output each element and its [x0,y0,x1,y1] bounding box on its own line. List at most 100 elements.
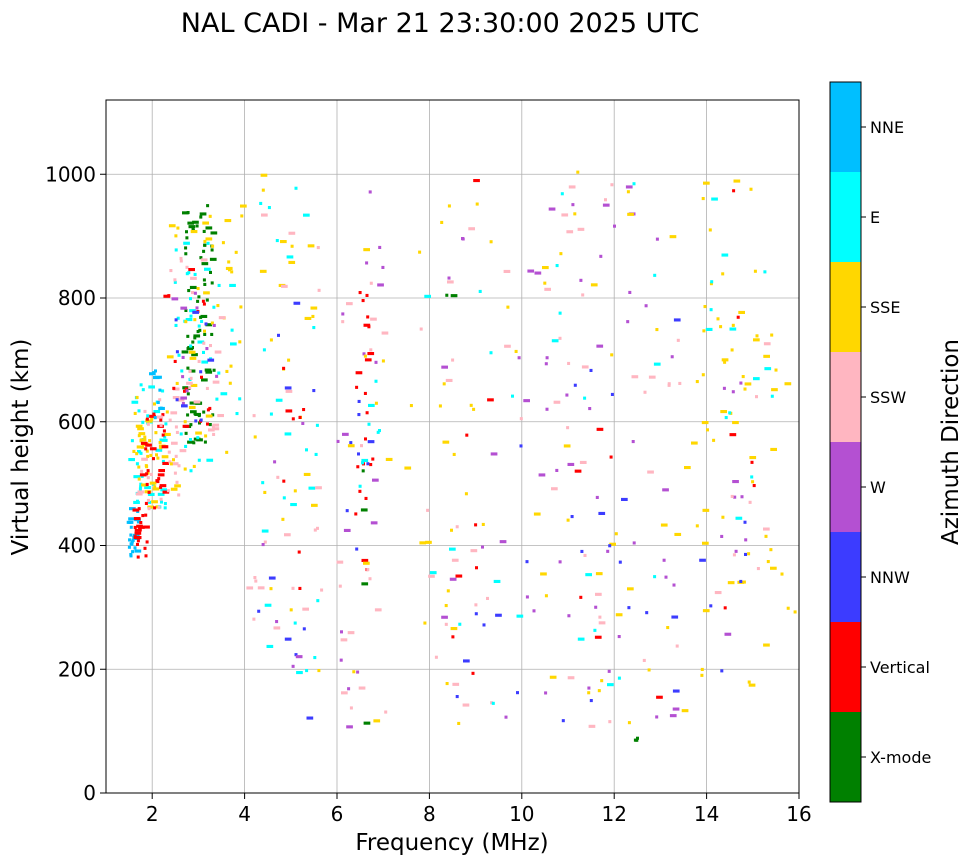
data-point-e [164,422,168,426]
data-point-x-mode [189,285,197,289]
data-point-sse [159,446,163,450]
data-point-e [763,270,767,274]
data-point-e [308,486,316,490]
data-point-w [613,224,616,228]
data-point-w [606,549,610,553]
data-point-vertical [302,408,306,412]
data-point-sse [749,187,753,191]
data-point-e [128,458,135,462]
data-point-vertical [146,469,150,473]
data-point-w [544,691,548,695]
data-point-e [294,186,298,190]
data-point-w [545,356,549,360]
data-point-e [315,423,319,427]
data-point-ssw [313,528,317,532]
data-point-w [291,664,295,668]
data-point-vertical [167,294,171,298]
data-point-ssw [177,464,181,468]
data-point-w [336,439,340,443]
data-point-ssw [140,469,144,473]
data-point-w [185,389,189,393]
data-point-w [626,320,630,324]
data-point-sse [533,512,541,516]
data-point-sse [506,305,510,309]
data-point-sse [727,581,735,585]
data-point-sse [543,281,547,285]
data-point-e [235,412,239,416]
data-point-sse [203,329,206,333]
data-point-x-mode [195,224,199,228]
data-point-e [155,448,163,452]
data-point-sse [712,438,716,442]
data-point-sse [770,333,774,337]
data-point-sse [544,594,548,598]
data-point-sse [563,444,571,448]
data-point-nnw [610,392,614,396]
data-point-e [261,529,269,533]
data-point-sse [172,458,175,462]
data-point-ssw [595,592,602,596]
data-point-e [491,701,495,705]
data-point-x-mode [203,440,207,444]
data-point-ssw [583,553,587,557]
data-point-x-mode [192,220,199,224]
data-point-ssw [426,508,430,512]
data-point-e [275,239,279,243]
data-point-sse [446,589,450,593]
data-point-nnw [175,398,179,402]
data-point-e [728,411,732,415]
data-point-w [180,396,187,400]
data-point-e [764,367,772,371]
data-point-e [148,500,152,504]
data-point-ssw [173,471,177,475]
data-point-w [558,560,562,564]
data-point-nne [156,400,160,404]
data-point-nnw [181,404,188,408]
x-tick-label: 10 [509,802,534,826]
data-point-e [200,319,204,323]
data-point-w [441,365,448,369]
data-point-w [565,393,569,397]
data-point-vertical [201,299,205,303]
data-point-e [179,432,183,436]
data-point-ssw [374,608,382,612]
data-point-nnw [366,462,370,466]
data-point-ssw [347,631,355,635]
data-point-sse [151,500,158,504]
data-point-ssw [169,269,173,273]
data-point-w [504,715,508,719]
data-point-w [362,352,366,356]
data-point-ssw [566,230,574,234]
data-point-w [602,203,610,207]
data-point-sse [203,239,207,243]
data-point-sse [227,260,231,264]
data-point-w [731,390,735,394]
data-point-nne [128,517,135,521]
data-point-sse [576,170,580,174]
data-point-nnw [709,604,713,608]
data-point-nnw [589,699,593,703]
data-point-sse [409,404,413,408]
data-point-ssw [146,476,150,480]
data-point-sse [695,380,699,384]
data-point-e [750,475,754,479]
data-point-ssw [285,389,293,393]
data-point-sse [732,421,739,425]
data-point-vertical [138,528,142,532]
data-point-vertical [354,512,358,516]
data-point-ssw [261,213,268,217]
data-point-e [286,255,294,259]
data-point-sse [280,240,287,244]
data-point-nnw [357,413,361,417]
data-point-e [220,392,228,396]
data-point-sse [703,305,707,309]
data-point-vertical [298,586,302,590]
data-point-sse [542,266,549,270]
data-point-ssw [730,494,734,498]
data-point-sse [566,518,570,522]
data-point-w [341,312,345,316]
data-point-ssw [284,533,291,537]
data-point-ssw [647,470,654,474]
data-point-e [148,385,155,389]
data-point-vertical [153,506,157,510]
